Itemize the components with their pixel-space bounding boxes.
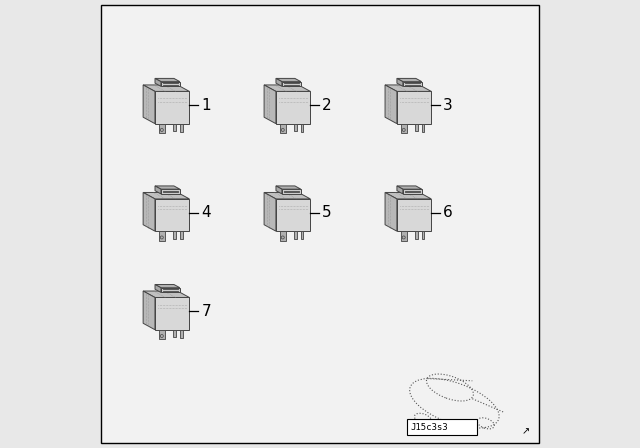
- Polygon shape: [180, 124, 182, 132]
- Polygon shape: [422, 231, 424, 239]
- Polygon shape: [397, 78, 422, 82]
- Polygon shape: [401, 124, 407, 134]
- Polygon shape: [264, 193, 310, 199]
- Polygon shape: [280, 124, 286, 134]
- Text: 1: 1: [201, 98, 211, 113]
- Polygon shape: [397, 186, 422, 189]
- Polygon shape: [159, 330, 165, 340]
- Text: J15c3s3: J15c3s3: [410, 423, 448, 432]
- Text: 4: 4: [201, 205, 211, 220]
- Polygon shape: [276, 78, 282, 86]
- Polygon shape: [155, 78, 180, 82]
- Polygon shape: [143, 85, 189, 91]
- Polygon shape: [401, 231, 407, 241]
- Polygon shape: [143, 193, 189, 199]
- Polygon shape: [143, 291, 155, 330]
- Polygon shape: [155, 186, 180, 189]
- Polygon shape: [301, 124, 303, 132]
- Polygon shape: [143, 291, 189, 297]
- Polygon shape: [155, 284, 161, 293]
- Polygon shape: [403, 82, 422, 86]
- Polygon shape: [397, 91, 431, 124]
- Polygon shape: [294, 231, 296, 239]
- Polygon shape: [301, 231, 303, 239]
- Text: 7: 7: [201, 304, 211, 319]
- Polygon shape: [264, 193, 276, 231]
- Polygon shape: [385, 85, 431, 91]
- Polygon shape: [155, 186, 161, 194]
- Polygon shape: [276, 186, 301, 189]
- Polygon shape: [161, 82, 180, 86]
- Polygon shape: [173, 124, 175, 131]
- Polygon shape: [397, 78, 403, 86]
- Polygon shape: [280, 231, 286, 241]
- Polygon shape: [397, 199, 431, 231]
- Polygon shape: [415, 124, 417, 131]
- Polygon shape: [143, 193, 155, 231]
- Polygon shape: [264, 85, 310, 91]
- Polygon shape: [180, 330, 182, 338]
- Polygon shape: [264, 85, 276, 124]
- Polygon shape: [282, 82, 301, 86]
- Polygon shape: [161, 189, 180, 194]
- Polygon shape: [385, 193, 397, 231]
- Polygon shape: [422, 124, 424, 132]
- Polygon shape: [276, 199, 310, 231]
- Polygon shape: [385, 193, 431, 199]
- Bar: [407, 419, 477, 435]
- Polygon shape: [276, 91, 310, 124]
- Polygon shape: [155, 284, 180, 288]
- Polygon shape: [276, 78, 301, 82]
- Text: 6: 6: [443, 205, 453, 220]
- Text: ↗: ↗: [521, 426, 529, 436]
- Polygon shape: [397, 186, 403, 194]
- Polygon shape: [155, 91, 189, 124]
- Text: 5: 5: [323, 205, 332, 220]
- Polygon shape: [143, 85, 155, 124]
- Polygon shape: [159, 231, 165, 241]
- Polygon shape: [403, 189, 422, 194]
- Text: 3: 3: [443, 98, 453, 113]
- Polygon shape: [385, 85, 397, 124]
- Polygon shape: [155, 199, 189, 231]
- Polygon shape: [159, 124, 165, 134]
- Polygon shape: [282, 189, 301, 194]
- Polygon shape: [294, 124, 296, 131]
- Polygon shape: [173, 330, 175, 337]
- Polygon shape: [276, 186, 282, 194]
- Polygon shape: [155, 297, 189, 330]
- Polygon shape: [173, 231, 175, 239]
- Polygon shape: [180, 231, 182, 239]
- Polygon shape: [161, 288, 180, 293]
- Polygon shape: [415, 231, 417, 239]
- Text: 2: 2: [323, 98, 332, 113]
- Polygon shape: [155, 78, 161, 86]
